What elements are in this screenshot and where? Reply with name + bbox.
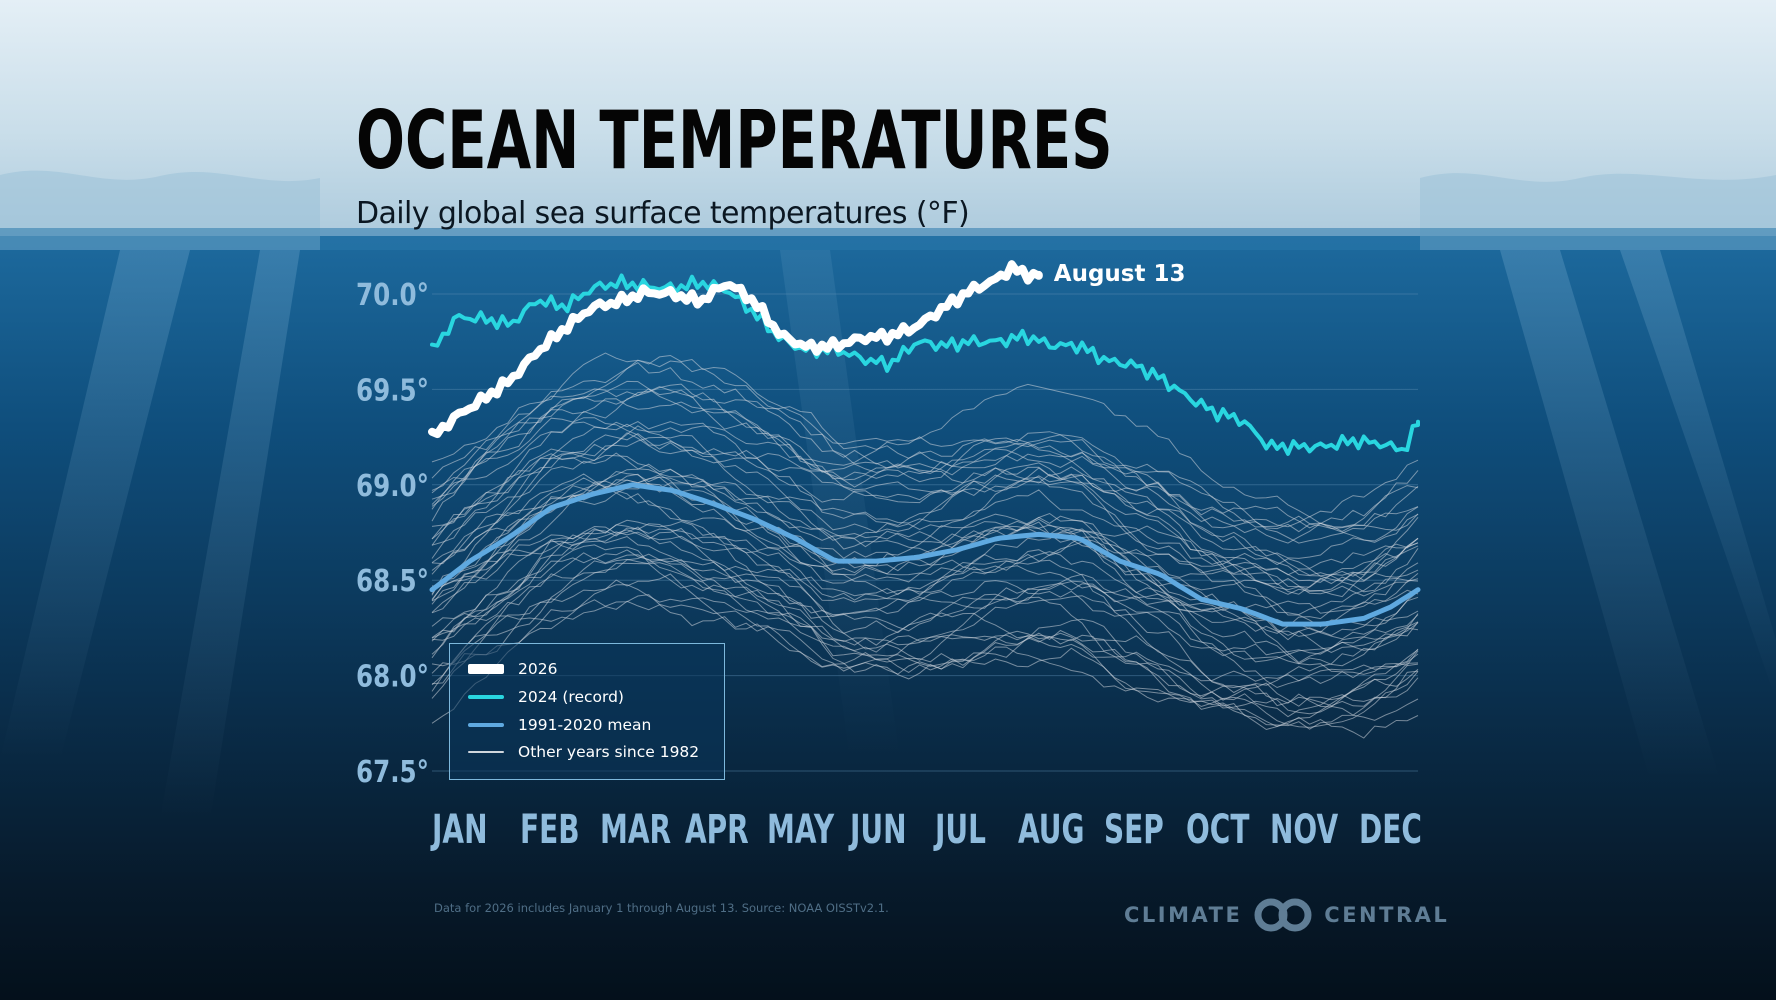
other-year-line (431, 463, 1419, 634)
other-year-line (431, 519, 1419, 667)
other-year-line (431, 417, 1419, 582)
highlighted-series (428, 260, 1421, 627)
x-tick-label: NOV (1270, 807, 1338, 853)
y-tick-label: 68.0° (356, 660, 429, 694)
x-tick-label: APR (685, 807, 749, 853)
other-year-line (431, 562, 1419, 686)
legend-item-record: 2024 (record) (468, 685, 624, 709)
legend-label: 2026 (518, 660, 558, 678)
y-tick-label: 67.5° (356, 756, 429, 790)
x-tick-label: SEP (1104, 807, 1164, 853)
legend-swatch-mean (468, 723, 504, 727)
x-tick-label: FEB (520, 807, 580, 853)
other-year-line (431, 526, 1419, 659)
series-line-record (430, 273, 1420, 456)
other-year-line (431, 523, 1419, 663)
other-year-line (431, 544, 1419, 707)
x-tick-label: MAR (600, 807, 671, 853)
other-year-line (431, 352, 1419, 518)
series-line-mean (429, 482, 1421, 627)
x-tick-label: AUG (1018, 807, 1085, 853)
other-year-line (431, 531, 1419, 689)
x-tick-label: OCT (1186, 807, 1250, 853)
y-tick-label: 69.5° (356, 374, 429, 408)
legend-item-mean: 1991-2020 mean (468, 713, 651, 737)
other-year-line (431, 421, 1419, 598)
other-year-line (431, 354, 1419, 544)
source-footnote: Data for 2026 includes January 1 through… (434, 901, 889, 915)
logo-word-left: CLIMATE (1124, 903, 1243, 927)
series-line-current (428, 260, 1043, 439)
other-year-line (431, 549, 1419, 718)
annotation: August 13 (1054, 261, 1186, 287)
logo-word-right: CENTRAL (1324, 903, 1450, 927)
other-year-line (431, 386, 1419, 533)
x-tick-label: JAN (430, 807, 487, 853)
other-year-line (431, 433, 1419, 569)
chart-subtitle: Daily global sea surface temperatures (°… (356, 196, 970, 231)
other-year-line (431, 474, 1419, 613)
other-year-line (431, 380, 1419, 532)
chart-title: OCEAN TEMPERATURES (356, 94, 1113, 187)
other-year-line (431, 388, 1419, 559)
other-year-line (431, 584, 1419, 731)
other-years-lines (431, 352, 1419, 739)
legend-swatch-2026 (468, 664, 504, 674)
y-tick-label: 69.0° (356, 470, 429, 504)
other-year-line (431, 594, 1419, 739)
legend-swatch-other-years (468, 751, 504, 753)
other-year-line (431, 600, 1419, 721)
legend-item-2026: 2026 (468, 657, 557, 681)
legend-label: Other years since 1982 (518, 743, 700, 761)
y-axis-ticks: 70.0° 69.5° 69.0° 68.5° 68.0° 67.5° (356, 279, 429, 790)
x-tick-label: JUN (848, 807, 906, 853)
legend: 2026 2024 (record) 1991-2020 mean Other … (449, 643, 725, 780)
other-year-line (431, 452, 1419, 595)
other-year-line (431, 481, 1419, 628)
y-tick-label: 70.0° (356, 279, 429, 313)
climate-central-logo: CLIMATE CENTRAL (1124, 895, 1449, 935)
y-tick-label: 68.5° (356, 565, 429, 599)
legend-swatch-record (468, 695, 504, 699)
other-year-line (431, 535, 1419, 675)
legend-label: 1991-2020 mean (518, 716, 652, 734)
other-year-line (431, 573, 1419, 728)
other-year-line (431, 425, 1419, 616)
x-tick-label: MAY (767, 807, 835, 853)
legend-label: 2024 (record) (518, 688, 624, 706)
x-tick-label: DEC (1359, 807, 1422, 853)
other-year-line (431, 398, 1419, 543)
x-axis-ticks: JAN FEB MAR APR MAY JUN JUL AUG SEP OCT NOV DEC (430, 807, 1422, 853)
other-year-line (431, 434, 1419, 595)
legend-item-other-years: Other years since 1982 (468, 740, 699, 764)
other-year-line (431, 383, 1419, 531)
annotation-label: August 13 (1054, 261, 1186, 287)
logo-rings-icon (1254, 898, 1312, 932)
other-year-line (431, 554, 1419, 707)
x-tick-label: JUL (933, 807, 986, 853)
other-year-line (431, 470, 1419, 597)
